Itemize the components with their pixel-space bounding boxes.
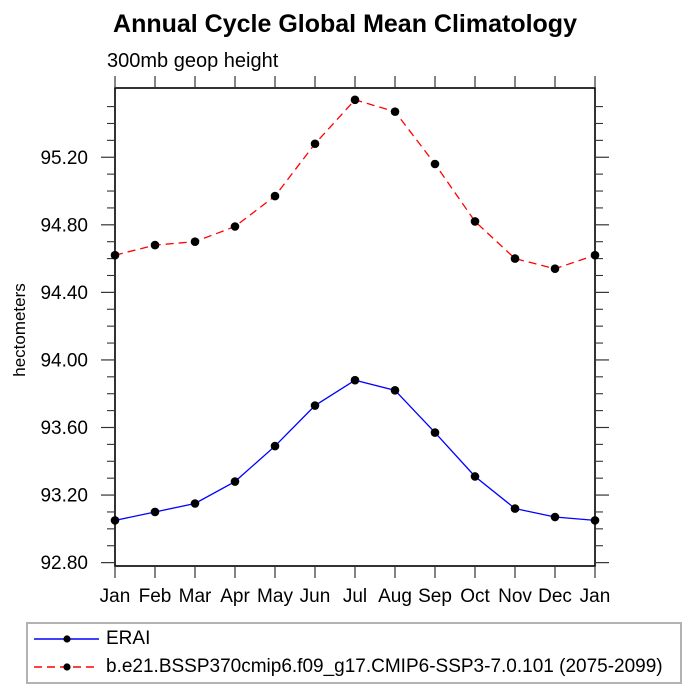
x-tick-label: Jan xyxy=(100,586,131,607)
data-point-marker xyxy=(510,504,520,513)
y-tick-label: 93.60 xyxy=(40,418,88,439)
data-point-marker xyxy=(310,139,320,149)
plot-frame xyxy=(114,87,596,567)
x-tick-label: Jul xyxy=(343,586,367,607)
x-tick-label: Oct xyxy=(460,586,490,607)
data-point-marker xyxy=(150,240,160,250)
x-tick-label: Feb xyxy=(139,586,172,607)
legend-item-erai: ERAI xyxy=(28,626,680,652)
legend-swatch xyxy=(34,663,99,671)
legend: ERAI b.e21.BSSP370cmip6.f09_g17.CMIP6-SSP… xyxy=(26,622,682,684)
x-tick-label: Nov xyxy=(498,586,532,607)
data-point-marker xyxy=(310,401,320,410)
x-tick-label: Mar xyxy=(179,586,212,607)
data-point-marker xyxy=(270,441,280,451)
data-point-marker xyxy=(470,217,480,226)
legend-marker-dot xyxy=(63,635,71,643)
data-point-marker xyxy=(590,250,600,260)
data-point-marker xyxy=(190,499,200,508)
data-point-marker xyxy=(390,107,400,116)
y-tick-label: 92.80 xyxy=(40,553,88,574)
y-tick-label: 94.40 xyxy=(40,283,88,304)
data-point-marker xyxy=(150,507,160,517)
series-line xyxy=(114,379,596,522)
series-erai xyxy=(110,375,600,525)
x-tick-label: Jan xyxy=(580,586,611,607)
y-tick-label: 95.20 xyxy=(40,148,88,169)
data-point-marker xyxy=(350,95,360,105)
legend-label: ERAI xyxy=(106,628,151,649)
data-point-marker xyxy=(550,264,560,274)
x-tick-label: May xyxy=(257,586,293,607)
legend-marker-dot xyxy=(63,663,71,671)
data-point-marker xyxy=(190,237,200,247)
data-point-marker xyxy=(390,386,400,395)
x-tick-label: Sep xyxy=(418,586,452,607)
data-point-marker xyxy=(230,477,240,486)
legend-swatch xyxy=(34,635,99,643)
data-point-marker xyxy=(110,250,120,260)
data-point-marker xyxy=(550,512,560,522)
y-tick-label: 93.20 xyxy=(40,486,88,507)
y-axis-label: hectometers xyxy=(10,283,29,377)
data-point-marker xyxy=(230,222,240,231)
legend-item-model: b.e21.BSSP370cmip6.f09_g17.CMIP6-SSP3-7.… xyxy=(28,654,680,680)
data-point-marker xyxy=(350,375,360,385)
x-tick-label: Dec xyxy=(538,586,572,607)
data-point-marker xyxy=(590,516,600,525)
data-point-marker xyxy=(430,159,440,169)
series-model xyxy=(110,95,600,274)
data-series xyxy=(110,95,600,525)
series-line xyxy=(114,99,596,270)
x-tick-label: Aug xyxy=(378,586,412,607)
chart-subtitle: 300mb geop height xyxy=(107,50,279,72)
legend-label: b.e21.BSSP370cmip6.f09_g17.CMIP6-SSP3-7.… xyxy=(106,656,663,677)
y-tick-label: 94.80 xyxy=(40,215,88,236)
data-point-marker xyxy=(510,254,520,263)
y-tick-label: 94.00 xyxy=(40,350,88,371)
data-point-marker xyxy=(430,428,440,437)
axes: 92.80 93.20 93.60 94.00 94.40 94.80 95.20 Jan Fe… xyxy=(40,76,610,607)
chart-title: Annual Cycle Global Mean Climatology xyxy=(113,10,577,38)
x-tick-label: Apr xyxy=(220,586,250,607)
data-point-marker xyxy=(470,472,480,481)
data-point-marker xyxy=(110,516,120,525)
x-tick-label: Jun xyxy=(300,586,331,607)
data-point-marker xyxy=(270,191,280,201)
